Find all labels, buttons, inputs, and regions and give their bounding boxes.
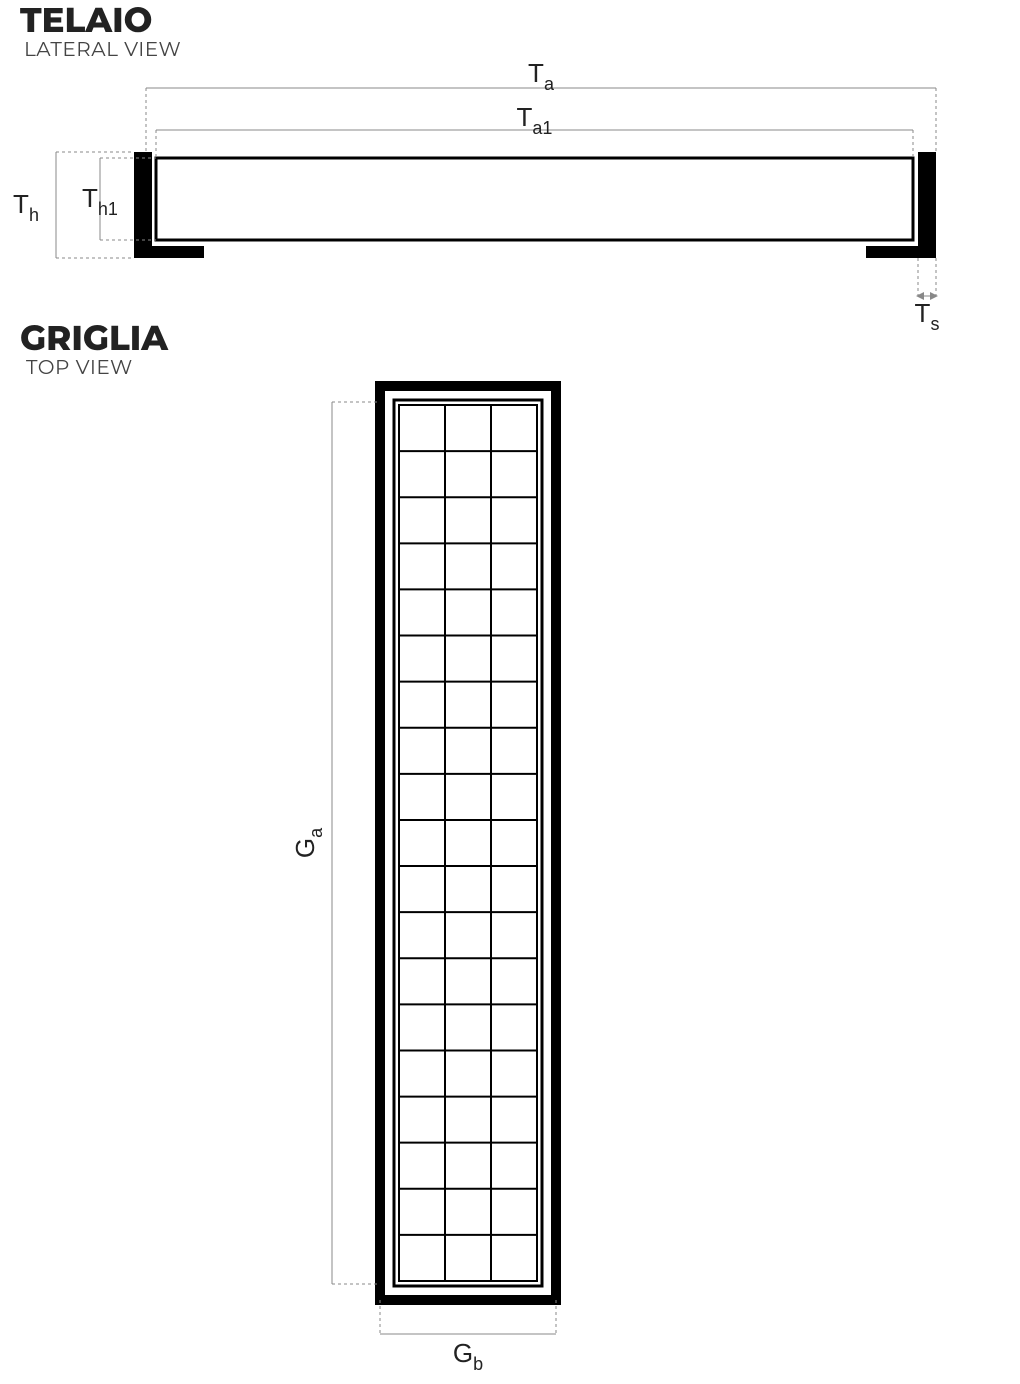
dim-Ga: Ga bbox=[290, 827, 326, 858]
dim-Th: Th bbox=[13, 189, 39, 225]
griglia-subtitle: TOP VIEW bbox=[26, 356, 133, 380]
dim-Ta1: Ta1 bbox=[517, 102, 553, 138]
telaio-title: TELAIO bbox=[20, 0, 152, 41]
telaio-subtitle: LATERAL VIEW bbox=[24, 38, 181, 62]
dim-Gb: Gb bbox=[453, 1338, 483, 1374]
dim-Ta: Ta bbox=[528, 58, 555, 94]
griglia-dimensions: Ga Gb bbox=[290, 402, 556, 1374]
diagram-canvas: TELAIO LATERAL VIEW TaTa1ThTh1Ts GRIGLIA… bbox=[0, 0, 1020, 1384]
griglia-title: GRIGLIA bbox=[20, 317, 169, 359]
telaio-dimensions: TaTa1ThTh1Ts bbox=[13, 58, 939, 334]
griglia-top-shape bbox=[380, 386, 556, 1300]
telaio-lateral-shape bbox=[134, 152, 936, 258]
dim-Ts: Ts bbox=[915, 298, 940, 334]
